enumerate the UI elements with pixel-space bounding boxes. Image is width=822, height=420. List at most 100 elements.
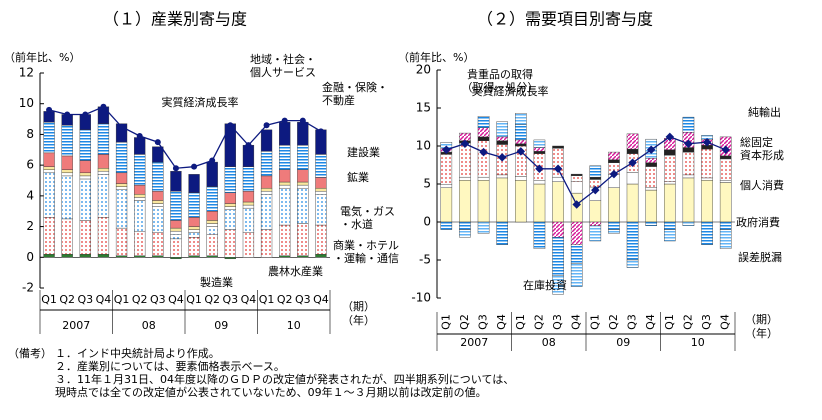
y-tick-label: 4 (26, 188, 34, 202)
bar-segment (170, 234, 182, 240)
bar-segment (97, 174, 110, 218)
bar-segment (61, 218, 73, 255)
bar-segment (477, 140, 490, 178)
bar-segment (152, 206, 164, 233)
x-tick-label: Q3 (150, 293, 166, 306)
bar-segment (515, 113, 527, 125)
bar-segment (645, 189, 657, 223)
bar-segment (626, 259, 639, 268)
bar-segment (134, 137, 146, 155)
bar-segment (188, 232, 200, 238)
bar-segment (701, 179, 713, 223)
x-tick-label: Q2 (59, 293, 75, 306)
x-group-label: 2007 (460, 336, 488, 349)
bar-segment (79, 178, 91, 221)
bar-segment (608, 221, 620, 230)
x-tick-label: Q4 (168, 293, 184, 306)
bar-segment (589, 165, 602, 178)
bar-segment (61, 172, 73, 177)
bar-segment (459, 176, 471, 181)
bar-segment (515, 143, 527, 147)
bar-segment (79, 254, 91, 258)
x-tick-label: Q1 (41, 293, 57, 306)
bar-segment (188, 226, 200, 230)
series-label: 純輸出 (748, 105, 781, 119)
bar-segment (515, 139, 527, 144)
bar-segment (260, 187, 273, 192)
bar-segment (315, 187, 327, 192)
notes-label: （備考） (8, 347, 52, 360)
bar-segment (224, 166, 236, 193)
bar-segment (440, 184, 453, 188)
y-tick-label: 8 (26, 127, 34, 141)
bar-segment (224, 203, 236, 207)
bar-segment (477, 127, 490, 138)
growth-marker (442, 145, 451, 155)
x-tick-label: Q2 (607, 314, 620, 330)
chart-title: （２）需要項目別寄与度 (477, 10, 653, 29)
x-tick-label: Q3 (222, 293, 238, 306)
bar-segment (719, 179, 732, 183)
x-unit-label: （年） (342, 313, 375, 327)
growth-marker (209, 157, 216, 164)
bar-segment (170, 238, 182, 258)
series-label: 政府消費 (736, 215, 780, 229)
growth-marker (299, 117, 306, 124)
bar-segment (719, 221, 732, 230)
bar-segment (682, 174, 695, 179)
bar-segment (645, 221, 657, 226)
bar-segment (279, 224, 291, 256)
bar-segment (515, 179, 527, 223)
bar-segment (260, 129, 273, 152)
x-tick-label: Q1 (259, 293, 275, 306)
x-tick-label: Q3 (295, 293, 311, 306)
bar-segment (242, 232, 255, 258)
bar-segment (97, 254, 110, 258)
bar-segment (115, 255, 128, 258)
bar-segment (115, 189, 128, 229)
x-tick-label: Q2 (277, 293, 293, 306)
bar-segment (682, 151, 695, 176)
bar-segment (533, 221, 546, 249)
growth-marker (227, 122, 234, 129)
bar-segment (533, 151, 546, 154)
bar-segment (297, 144, 309, 170)
x-tick-label: Q2 (681, 314, 694, 330)
bar-segment (496, 121, 508, 138)
bar-segment (664, 183, 676, 223)
bar-segment (260, 191, 273, 195)
x-group-label: 09 (214, 319, 228, 332)
bar-segment (496, 177, 508, 223)
x-tick-label: Q1 (514, 314, 527, 330)
bar-segment (533, 183, 546, 223)
bar-segment (719, 155, 732, 160)
bar-segment (170, 171, 182, 192)
series-label: 金融・保険・不動産 (322, 80, 388, 107)
bar-segment (79, 172, 91, 177)
bar-segment (79, 129, 91, 161)
series-label: 鉱業 (347, 170, 369, 184)
y-tick-label: 2 (26, 219, 34, 233)
bar-segment (43, 152, 55, 167)
growth-marker (46, 106, 53, 113)
series-label: 在庫投資 (523, 278, 567, 292)
bar-segment (79, 220, 91, 255)
bar-segment (664, 149, 676, 156)
bar-segment (260, 229, 273, 258)
bar-segment (206, 223, 218, 227)
series-label: 電気・ガス・水道 (340, 204, 395, 231)
bar-segment (43, 172, 55, 218)
bar-segment (115, 123, 128, 143)
series-label: 個人消費 (740, 178, 784, 192)
bar-segment (496, 221, 508, 245)
bar-segment (242, 207, 255, 233)
line-label: 実質経済成長率 (162, 95, 239, 109)
bar-segment (645, 162, 657, 167)
x-tick-label: Q3 (77, 293, 93, 306)
bar-segment (719, 182, 732, 223)
bar-segment (134, 194, 146, 198)
bar-segment (224, 257, 236, 260)
x-tick-label: Q2 (132, 293, 148, 306)
bar-segment (533, 139, 546, 148)
bar-segment (533, 147, 546, 152)
